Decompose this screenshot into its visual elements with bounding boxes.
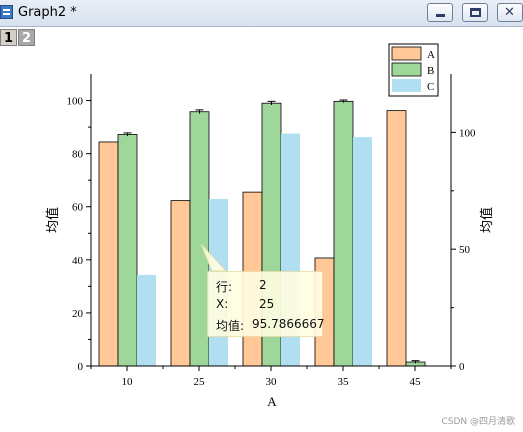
legend: ABC	[388, 43, 439, 97]
x-tick-label-35: 35	[338, 376, 350, 388]
tooltip-row-index: 行: 2	[216, 278, 267, 295]
axes-layer: 0 20 40 60 80 100 0 50 100 10 25 30 35 45	[67, 74, 476, 388]
y-tick-label-40: 40	[72, 255, 84, 267]
y2-tick-label-0: 0	[459, 361, 465, 373]
x-axis-title: A	[267, 394, 277, 409]
close-button[interactable]: ✕	[497, 3, 523, 22]
tooltip-row-mean: 均值: 95.7866667	[216, 317, 325, 334]
tooltip-value: 25	[259, 297, 275, 311]
watermark: CSDN @四月清歌	[441, 417, 515, 427]
bar-b-35	[333, 100, 354, 367]
y-axis-title: 均值	[45, 207, 60, 233]
window-titlebar: Graph2 * ✕	[0, 0, 523, 27]
minimize-icon	[436, 14, 445, 17]
tooltip-label: X:	[216, 297, 229, 311]
legend-label-c: C	[427, 81, 434, 93]
bar-c-10	[137, 274, 156, 366]
tooltip-label: 均值:	[216, 319, 245, 333]
tooltip-value: 95.7866667	[252, 317, 325, 331]
graph-window-icon	[0, 5, 13, 19]
bar-a-45	[386, 110, 407, 367]
bar-b-10	[117, 134, 138, 367]
window-title: Graph2 *	[18, 5, 77, 20]
y-tick-label-20: 20	[72, 308, 84, 320]
bar-a-25	[170, 200, 191, 367]
close-icon: ✕	[504, 5, 515, 20]
tooltip-label: 行:	[216, 280, 233, 294]
y2-axis-title: 均值	[479, 207, 494, 233]
legend-swatch-b	[391, 62, 422, 77]
legend-label-b: B	[427, 65, 434, 77]
tooltip-value: 2	[259, 278, 267, 292]
tooltip-row-x: X: 25	[216, 297, 274, 311]
x-tick-label-25: 25	[194, 376, 206, 388]
y-tick-label-100: 100	[67, 96, 84, 108]
legend-swatch-c	[392, 79, 421, 92]
y2-tick-label-50: 50	[459, 244, 471, 256]
bar-c-35	[353, 137, 372, 366]
x-tick-label-30: 30	[266, 376, 278, 388]
maximize-button[interactable]	[462, 3, 488, 22]
y-tick-label-80: 80	[72, 149, 84, 161]
minimize-button[interactable]	[427, 3, 453, 22]
legend-swatch-a	[391, 46, 422, 61]
y-tick-label-60: 60	[72, 202, 84, 214]
x-tick-label-10: 10	[122, 376, 134, 388]
y2-tick-label-100: 100	[459, 127, 476, 139]
maximize-icon	[470, 8, 481, 17]
bar-a-10	[98, 141, 119, 367]
legend-label-a: A	[427, 49, 435, 61]
data-tooltip: 行: 2 X: 25 均值: 95.7866667	[207, 271, 325, 337]
layer-tab-1[interactable]: 1	[0, 29, 17, 46]
layer-tab-2[interactable]: 2	[18, 29, 35, 46]
y-tick-label-0: 0	[78, 361, 84, 373]
x-tick-label-45: 45	[410, 376, 422, 388]
